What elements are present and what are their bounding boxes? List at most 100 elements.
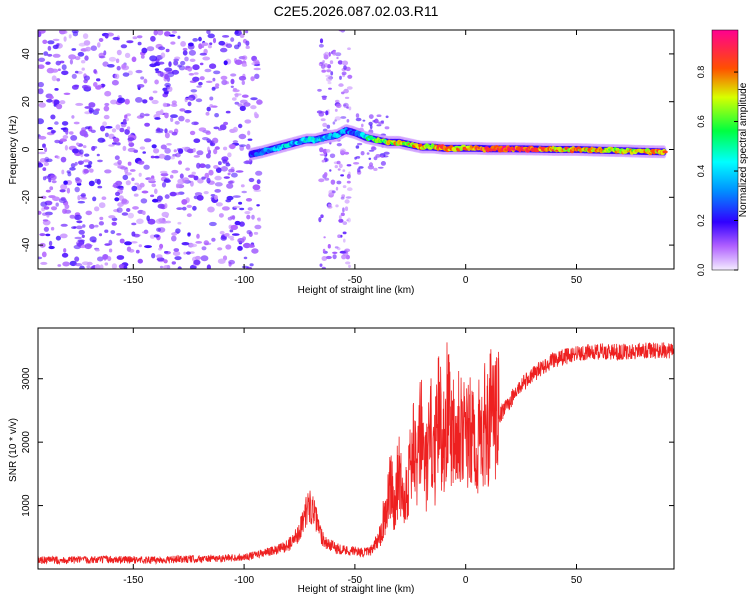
noise-speckle [157, 203, 165, 209]
colorbar-tick-label: 0.4 [696, 165, 706, 178]
noise-speckle [171, 169, 179, 174]
noise-speckle [206, 264, 211, 269]
noise-speckle [156, 254, 163, 259]
noise-speckle [47, 45, 52, 51]
noise-speckle [138, 244, 142, 248]
y-tick-label: 2000 [21, 431, 32, 454]
noise-speckle [175, 152, 181, 158]
noise-speckle [178, 65, 186, 71]
noise-speckle [246, 214, 251, 220]
noise-speckle [181, 199, 188, 205]
noise-speckle [332, 51, 337, 56]
noise-speckle [38, 64, 45, 69]
noise-speckle [164, 31, 171, 37]
noise-speckle [253, 67, 261, 71]
noise-speckle [60, 184, 68, 190]
noise-speckle [205, 80, 213, 84]
noise-speckle [373, 156, 378, 161]
noise-speckle [113, 137, 120, 143]
noise-speckle [239, 207, 245, 211]
noise-speckle [171, 131, 178, 136]
noise-speckle [227, 235, 235, 239]
noise-speckle [154, 68, 159, 71]
noise-speckle [45, 61, 51, 65]
noise-speckle [90, 129, 96, 133]
noise-speckle [58, 198, 67, 204]
noise-speckle [158, 217, 166, 224]
noise-speckle [321, 69, 327, 73]
noise-speckle [151, 253, 156, 259]
noise-speckle [230, 37, 235, 42]
noise-speckle [93, 82, 98, 87]
noise-speckle [233, 44, 240, 50]
colorbar-tick-label: 0.8 [696, 66, 706, 79]
noise-speckle [346, 106, 349, 109]
noise-speckle [176, 207, 183, 211]
noise-speckle [214, 195, 218, 200]
noise-speckle [47, 40, 55, 45]
noise-speckle [346, 173, 351, 179]
noise-speckle [336, 180, 342, 185]
snr-plot-area [38, 328, 674, 569]
noise-speckle [160, 172, 169, 177]
noise-speckle [43, 51, 49, 56]
noise-speckle [122, 174, 129, 181]
y-tick-label: 3000 [21, 367, 32, 390]
noise-speckle [234, 30, 239, 35]
noise-speckle [38, 210, 42, 215]
noise-speckle [55, 235, 62, 241]
noise-speckle [60, 223, 68, 227]
noise-speckle [344, 151, 350, 155]
noise-speckle [204, 172, 210, 179]
noise-speckle [177, 221, 182, 225]
noise-speckle [164, 194, 170, 199]
noise-speckle [170, 41, 176, 45]
noise-speckle [120, 44, 128, 49]
noise-speckle [112, 36, 120, 41]
noise-speckle [160, 52, 166, 59]
noise-speckle [164, 203, 168, 209]
noise-speckle [124, 98, 130, 105]
noise-speckle [38, 102, 46, 108]
noise-speckle [69, 167, 76, 171]
noise-speckle [125, 180, 131, 186]
noise-speckle [76, 142, 80, 146]
noise-speckle [186, 97, 194, 101]
noise-speckle [192, 76, 200, 82]
noise-speckle [82, 159, 90, 163]
noise-speckle [121, 198, 128, 204]
noise-speckle [51, 130, 57, 133]
noise-speckle [61, 70, 69, 76]
noise-speckle [66, 187, 71, 194]
noise-speckle [254, 224, 262, 230]
noise-speckle [248, 244, 255, 248]
noise-speckle [51, 68, 59, 73]
noise-speckle [348, 106, 352, 111]
noise-speckle [97, 137, 106, 143]
noise-speckle [40, 201, 48, 207]
noise-speckle [339, 75, 342, 80]
noise-speckle [329, 169, 332, 172]
noise-speckle [254, 73, 260, 80]
noise-speckle [97, 159, 103, 163]
noise-speckle [370, 146, 377, 151]
noise-speckle [199, 163, 206, 168]
noise-speckle [156, 227, 162, 232]
spectrogram-x-axis-label: Height of straight line (km) [298, 285, 415, 296]
noise-speckle [192, 148, 196, 153]
noise-speckle [88, 168, 94, 173]
noise-speckle [108, 248, 113, 253]
noise-speckle [55, 202, 59, 207]
noise-speckle [76, 225, 83, 230]
noise-speckle [245, 143, 251, 150]
noise-speckle [321, 256, 328, 261]
noise-speckle [77, 195, 81, 201]
noise-speckle [78, 42, 86, 47]
noise-speckle [38, 135, 47, 140]
noise-speckle [115, 191, 120, 197]
noise-speckle [334, 52, 342, 57]
noise-speckle [207, 44, 212, 49]
noise-speckle [335, 103, 342, 109]
noise-speckle [175, 183, 180, 189]
noise-speckle [89, 236, 97, 243]
